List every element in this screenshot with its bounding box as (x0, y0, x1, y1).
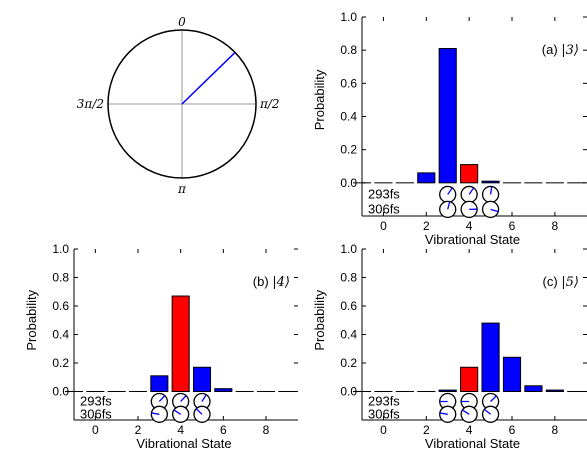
y-tick-label: 0.6 (52, 299, 69, 313)
time-label-306fs: 306fs (368, 406, 400, 421)
x-tick-label: 2 (423, 423, 430, 437)
x-tick-label: 6 (509, 219, 516, 233)
panel-label-letter: (c) (542, 274, 561, 289)
bar-state-5 (481, 180, 500, 184)
phase-needle (195, 408, 203, 415)
phase-dial: 0 π/2 π 3π/2 (77, 15, 280, 196)
x-tick-label: 8 (552, 423, 559, 437)
phase-needle (447, 201, 451, 210)
panel-label: (b) |4⟩ (253, 274, 290, 290)
bar-state-4 (171, 295, 190, 392)
bar-state-8 (545, 389, 564, 393)
y-axis-title: Probability (312, 69, 327, 130)
phase-needle (468, 187, 475, 195)
x-tick-label: 0 (380, 219, 387, 233)
y-tick-label: 0.8 (52, 271, 69, 285)
panel-label: (a) |3⟩ (542, 42, 579, 58)
phase-needle (462, 409, 470, 415)
bar-state-7 (524, 385, 543, 392)
bar-state-2 (417, 172, 436, 184)
y-tick-label: 0.2 (340, 143, 357, 157)
phase-needle (439, 412, 448, 415)
x-axis-title: Vibrational State (425, 436, 520, 451)
y-tick-label: 1.0 (340, 242, 357, 256)
time-label-306fs: 306fs (80, 406, 112, 421)
bar-state-4 (460, 366, 479, 392)
dial-circle (107, 29, 257, 179)
y-tick-label: 0.0 (340, 176, 357, 190)
panel-c: 0.0 0.2 0.4 0.6 0.8 1.0 0 2 4 6 8 Vibrational State… (312, 242, 587, 451)
y-tick-label: 0.4 (340, 328, 357, 342)
y-tick-label: 0.4 (52, 328, 69, 342)
dial-label-top: 0 (178, 15, 186, 29)
y-tick-label: 0.2 (52, 356, 69, 370)
y-tick-label: 1.0 (340, 10, 357, 24)
y-tick-label: 0.0 (52, 385, 69, 399)
x-tick-label: 0 (380, 423, 387, 437)
phase-needle (158, 395, 166, 402)
panel-label-state: |5⟩ (561, 275, 579, 290)
phase-needle (447, 187, 453, 195)
time-label-306fs: 306fs (368, 201, 400, 216)
phase-needle (490, 395, 497, 402)
panel-label-letter: (a) (542, 42, 562, 57)
panel-label: (c) |5⟩ (542, 274, 579, 290)
bar-state-3 (438, 389, 457, 393)
dial-label-right: π/2 (259, 97, 280, 111)
y-tick-label: 0.2 (340, 356, 357, 370)
bar-state-5 (192, 366, 212, 392)
y-axis-title: Probability (312, 289, 327, 350)
panel-a: 0.0 0.2 0.4 0.6 0.8 1.0 0 2 4 6 8 Vibrational State… (312, 10, 587, 247)
phase-needle (151, 412, 160, 415)
x-tick-label: 0 (92, 423, 99, 437)
phase-needle (490, 208, 499, 213)
panel-label-state: |3⟩ (561, 43, 579, 58)
phase-needle (201, 394, 207, 402)
phase-needle (489, 186, 493, 195)
y-tick-label: 0.4 (340, 110, 357, 124)
dial-label-bottom: π (177, 182, 187, 196)
x-tick-label: 4 (177, 423, 184, 437)
x-tick-label: 4 (466, 219, 473, 233)
time-label-293fs: 293fs (368, 186, 400, 201)
panel-label-letter: (b) (253, 274, 273, 289)
phase-needle (180, 395, 187, 402)
time-label-293fs: 293fs (368, 393, 400, 408)
x-tick-label: 4 (466, 423, 473, 437)
panel-label-state: |4⟩ (272, 275, 290, 290)
y-tick-label: 1.0 (52, 242, 69, 256)
bar-state-6 (502, 356, 522, 392)
bar-state-5 (481, 322, 500, 393)
y-axis-title: Probability (24, 289, 39, 350)
x-tick-label: 6 (509, 423, 516, 437)
bar-state-6 (214, 388, 233, 392)
bar-state-3 (438, 48, 457, 184)
y-tick-label: 0.6 (340, 76, 357, 90)
x-tick-label: 8 (263, 423, 270, 437)
bar-state-3 (150, 375, 169, 393)
y-tick-label: 0.0 (340, 385, 357, 399)
dial-needle (181, 51, 236, 105)
dial-label-left: 3π/2 (77, 97, 104, 111)
x-axis-title: Vibrational State (136, 436, 231, 451)
x-tick-label: 2 (423, 219, 430, 233)
panel-b: 0.0 0.2 0.4 0.6 0.8 1.0 0 2 4 6 8 Vibrational State… (24, 242, 298, 451)
x-tick-label: 8 (552, 219, 559, 233)
y-tick-label: 0.8 (340, 43, 357, 57)
bar-state-4 (460, 164, 479, 184)
x-tick-label: 2 (135, 423, 142, 437)
y-tick-label: 0.8 (340, 271, 357, 285)
x-tick-label: 6 (220, 423, 227, 437)
phase-needle (483, 408, 491, 415)
y-tick-label: 0.6 (340, 299, 357, 313)
phase-needle (173, 409, 182, 415)
time-label-293fs: 293fs (80, 393, 112, 408)
x-axis-title: Vibrational State (425, 232, 520, 247)
